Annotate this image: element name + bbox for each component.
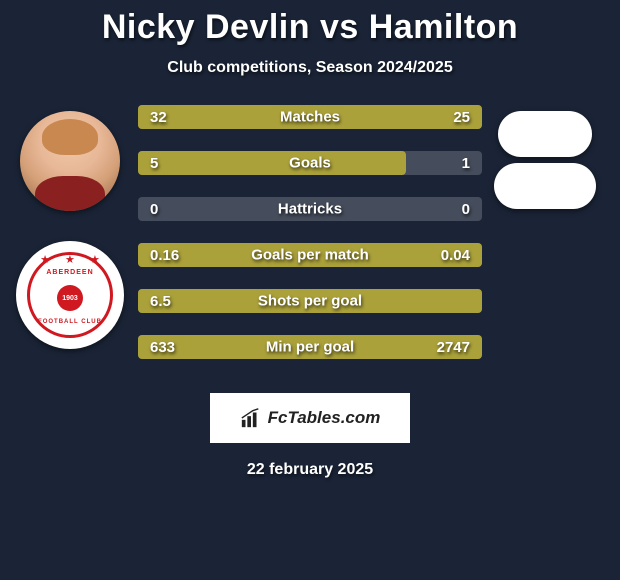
stat-value-left: 0 xyxy=(150,201,158,218)
bar-value-layer: 0.16 0.04 xyxy=(138,243,482,267)
stat-bar: Shots per goal6.5 xyxy=(138,289,482,313)
bar-value-layer: 6.5 xyxy=(138,289,482,313)
stats-bars: Matches3225Goals51Hattricks00Goals per m… xyxy=(130,105,490,381)
stat-value-right: 0 xyxy=(462,201,470,218)
page-title: Nicky Devlin vs Hamilton xyxy=(0,8,620,47)
comparison-row: ABERDEEN 1903 FOOTBALL CLUB Matches3225G… xyxy=(0,105,620,381)
page-subtitle: Club competitions, Season 2024/2025 xyxy=(0,59,620,77)
stat-bar: Goals51 xyxy=(138,151,482,175)
bar-value-layer: 51 xyxy=(138,151,482,175)
stat-value-right: 25 xyxy=(453,109,470,126)
footer-date: 22 february 2025 xyxy=(0,461,620,479)
bar-value-layer: 00 xyxy=(138,197,482,221)
stat-value-right: 2747 xyxy=(437,339,470,356)
player2-club-badge xyxy=(494,163,596,209)
stat-value-left: 32 xyxy=(150,109,167,126)
stat-bar: Min per goal6332747 xyxy=(138,335,482,359)
player1-avatar xyxy=(20,111,120,211)
club-badge-ring: ABERDEEN 1903 FOOTBALL CLUB xyxy=(27,252,113,338)
stat-bar: Matches3225 xyxy=(138,105,482,129)
player1-club-badge: ABERDEEN 1903 FOOTBALL CLUB xyxy=(16,241,124,349)
club-ball-icon: 1903 xyxy=(57,285,83,311)
player2-avatar xyxy=(498,111,592,157)
stat-value-right: 0.04 xyxy=(441,247,470,264)
root: Nicky Devlin vs Hamilton Club competitio… xyxy=(0,0,620,479)
branding-logo: FcTables.com xyxy=(210,393,410,443)
stat-value-left: 6.5 xyxy=(150,293,171,310)
stat-value-left: 5 xyxy=(150,155,158,172)
stat-bar: Goals per match0.160.04 xyxy=(138,243,482,267)
player1-column: ABERDEEN 1903 FOOTBALL CLUB xyxy=(10,105,130,381)
stat-bar: Hattricks00 xyxy=(138,197,482,221)
chart-icon xyxy=(240,407,262,429)
branding-text: FcTables.com xyxy=(268,408,381,428)
stat-value-left: 0.16 xyxy=(150,247,179,264)
club-year: 1903 xyxy=(62,295,78,302)
stat-value-left: 633 xyxy=(150,339,175,356)
club-name-top: ABERDEEN xyxy=(46,269,93,276)
player2-column xyxy=(490,105,600,381)
bar-value-layer: 32 25 xyxy=(138,105,482,129)
club-name-bottom: FOOTBALL CLUB xyxy=(38,319,102,325)
stat-value-right: 1 xyxy=(462,155,470,172)
bar-value-layer: 633 2747 xyxy=(138,335,482,359)
